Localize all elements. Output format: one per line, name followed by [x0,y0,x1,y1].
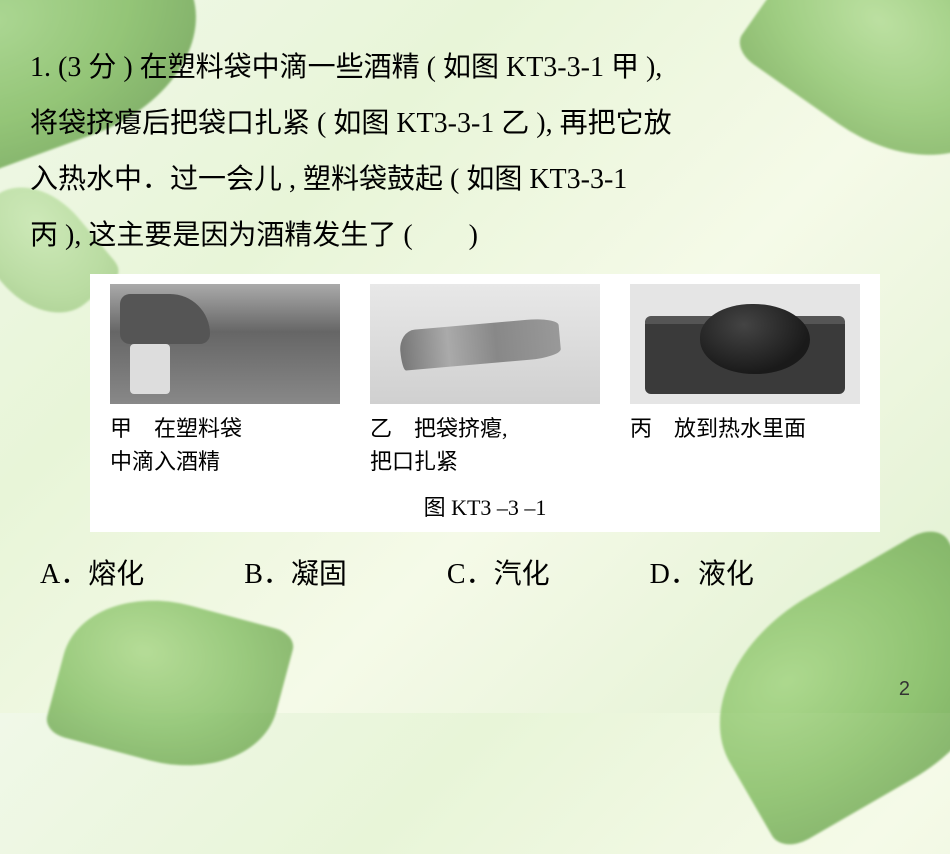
caption-line: 甲 在塑料袋 [110,412,340,445]
options-row: A．熔化 B．凝固 C．汽化 D．液化 [30,552,920,592]
question-line-1: 1. (3 分 ) 在塑料袋中滴一些酒精 ( 如图 KT3-3-1 甲 ), [30,40,920,96]
caption-line: 乙 把袋挤瘪, [370,412,600,445]
figure-label: 图 KT3 –3 –1 [110,490,860,522]
figure-image-yi [370,284,600,404]
figure-image-bing [630,284,860,404]
figure-item-bing: 丙 放到热水里面 [630,284,860,478]
option-d: D．液化 [650,552,754,592]
figure-caption-bing: 丙 放到热水里面 [630,412,860,445]
option-a: A．熔化 [40,552,144,592]
question-line-2: 将袋挤瘪后把袋口扎紧 ( 如图 KT3-3-1 乙 ), 再把它放 [30,96,920,152]
figure-item-yi: 乙 把袋挤瘪, 把口扎紧 [370,284,600,478]
figure-container: 甲 在塑料袋 中滴入酒精 乙 把袋挤瘪, 把口扎紧 丙 放到热水里面 图 KT3… [90,274,880,532]
question-line-3: 入热水中．过一会儿 , 塑料袋鼓起 ( 如图 KT3-3-1 [30,152,920,208]
figure-caption-yi: 乙 把袋挤瘪, 把口扎紧 [370,412,600,478]
slide-content: 1. (3 分 ) 在塑料袋中滴一些酒精 ( 如图 KT3-3-1 甲 ), 将… [0,0,950,612]
figure-caption-jia: 甲 在塑料袋 中滴入酒精 [110,412,340,478]
figure-item-jia: 甲 在塑料袋 中滴入酒精 [110,284,340,478]
question-text-block: 1. (3 分 ) 在塑料袋中滴一些酒精 ( 如图 KT3-3-1 甲 ), 将… [30,40,920,264]
page-number: 2 [899,678,910,701]
option-c: C．汽化 [447,552,550,592]
question-line-4: 丙 ), 这主要是因为酒精发生了 ( ) [30,208,920,264]
option-b: B．凝固 [244,552,347,592]
caption-line: 丙 放到热水里面 [630,412,860,445]
figure-row: 甲 在塑料袋 中滴入酒精 乙 把袋挤瘪, 把口扎紧 丙 放到热水里面 [110,284,860,478]
caption-line: 把口扎紧 [370,445,600,478]
caption-line: 中滴入酒精 [110,445,340,478]
figure-image-jia [110,284,340,404]
